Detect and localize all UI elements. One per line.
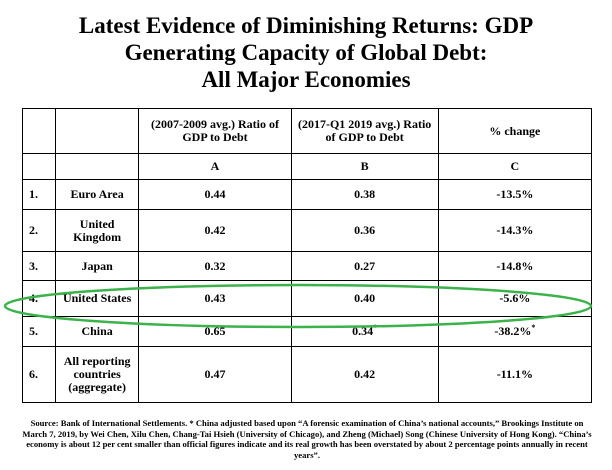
percent-change-cell: -38.2%* — [437, 316, 593, 347]
table-row: 5. China 0.65 0.34* -38.2%* — [22, 316, 593, 347]
ratio-a: 0.43 — [138, 280, 292, 317]
row-number: 2. — [22, 209, 56, 252]
gdp-debt-table: (2007-2009 avg.) Ratio of GDP to Debt (2… — [22, 108, 593, 403]
ratio-b: 0.27 — [290, 251, 439, 281]
header-blank-country — [54, 108, 140, 154]
adjustment-asterisk: * — [531, 323, 536, 332]
column-letter-b: B — [290, 153, 439, 180]
header-blank-num — [22, 108, 56, 154]
percent-change: -5.6% — [437, 280, 593, 317]
table-header-row: (2007-2009 avg.) Ratio of GDP to Debt (2… — [22, 108, 593, 154]
column-header-a: (2007-2009 avg.) Ratio of GDP to Debt — [138, 108, 292, 154]
ratio-a: 0.65 — [138, 316, 292, 347]
percent-change: -38.2% — [494, 324, 532, 338]
table-row: 2. United Kingdom 0.42 0.36 -14.3% — [22, 209, 593, 252]
row-number: 6. — [22, 346, 56, 403]
ratio-b: 0.42 — [290, 346, 439, 403]
table-row: 6. All reporting countries (aggregate) 0… — [22, 346, 593, 403]
country-name: Japan — [54, 251, 140, 281]
table-row: 1. Euro Area 0.44 0.38 -13.5% — [22, 179, 593, 210]
source-footnote: Source: Bank of International Settlement… — [22, 418, 592, 460]
row-number: 1. — [22, 179, 56, 210]
country-name: China — [54, 316, 140, 347]
column-letters-row: A B C — [22, 153, 593, 180]
table-row: 3. Japan 0.32 0.27 -14.8% — [22, 251, 593, 281]
column-letter-c: C — [437, 153, 593, 180]
ratio-a: 0.42 — [138, 209, 292, 252]
ratio-a: 0.44 — [138, 179, 292, 210]
title-line-1: Latest Evidence of Diminishing Returns: … — [78, 13, 534, 38]
country-name: United States — [54, 280, 140, 317]
country-name: United Kingdom — [54, 209, 140, 252]
row-number: 4. — [22, 280, 56, 317]
country-name: Euro Area — [54, 179, 140, 210]
title-line-2: Generating Capacity of Global Debt: — [124, 40, 488, 65]
percent-change: -11.1% — [437, 346, 593, 403]
page-title: Latest Evidence of Diminishing Returns: … — [0, 12, 612, 93]
column-header-c: % change — [437, 108, 593, 154]
column-letter-a: A — [138, 153, 292, 180]
percent-change: -14.3% — [437, 209, 593, 252]
percent-change: -13.5% — [437, 179, 593, 210]
letters-blank-country — [54, 153, 140, 180]
ratio-b: 0.40 — [290, 280, 439, 317]
ratio-a: 0.47 — [138, 346, 292, 403]
ratio-b: 0.38 — [290, 179, 439, 210]
row-number: 3. — [22, 251, 56, 281]
letters-blank-num — [22, 153, 56, 180]
country-name: All reporting countries (aggregate) — [54, 346, 140, 403]
row-number: 5. — [22, 316, 56, 347]
ratio-a: 0.32 — [138, 251, 292, 281]
column-header-b: (2017-Q1 2019 avg.) Ratio of GDP to Debt — [290, 108, 439, 154]
ratio-b: 0.36 — [290, 209, 439, 252]
adjustment-asterisk: * — [373, 323, 378, 332]
ratio-b-cell: 0.34* — [290, 316, 439, 347]
table-row-highlighted: 4. United States 0.43 0.40 -5.6% — [22, 280, 593, 317]
percent-change: -14.8% — [437, 251, 593, 281]
title-line-3: All Major Economies — [201, 67, 411, 92]
ratio-b: 0.34 — [352, 324, 374, 338]
